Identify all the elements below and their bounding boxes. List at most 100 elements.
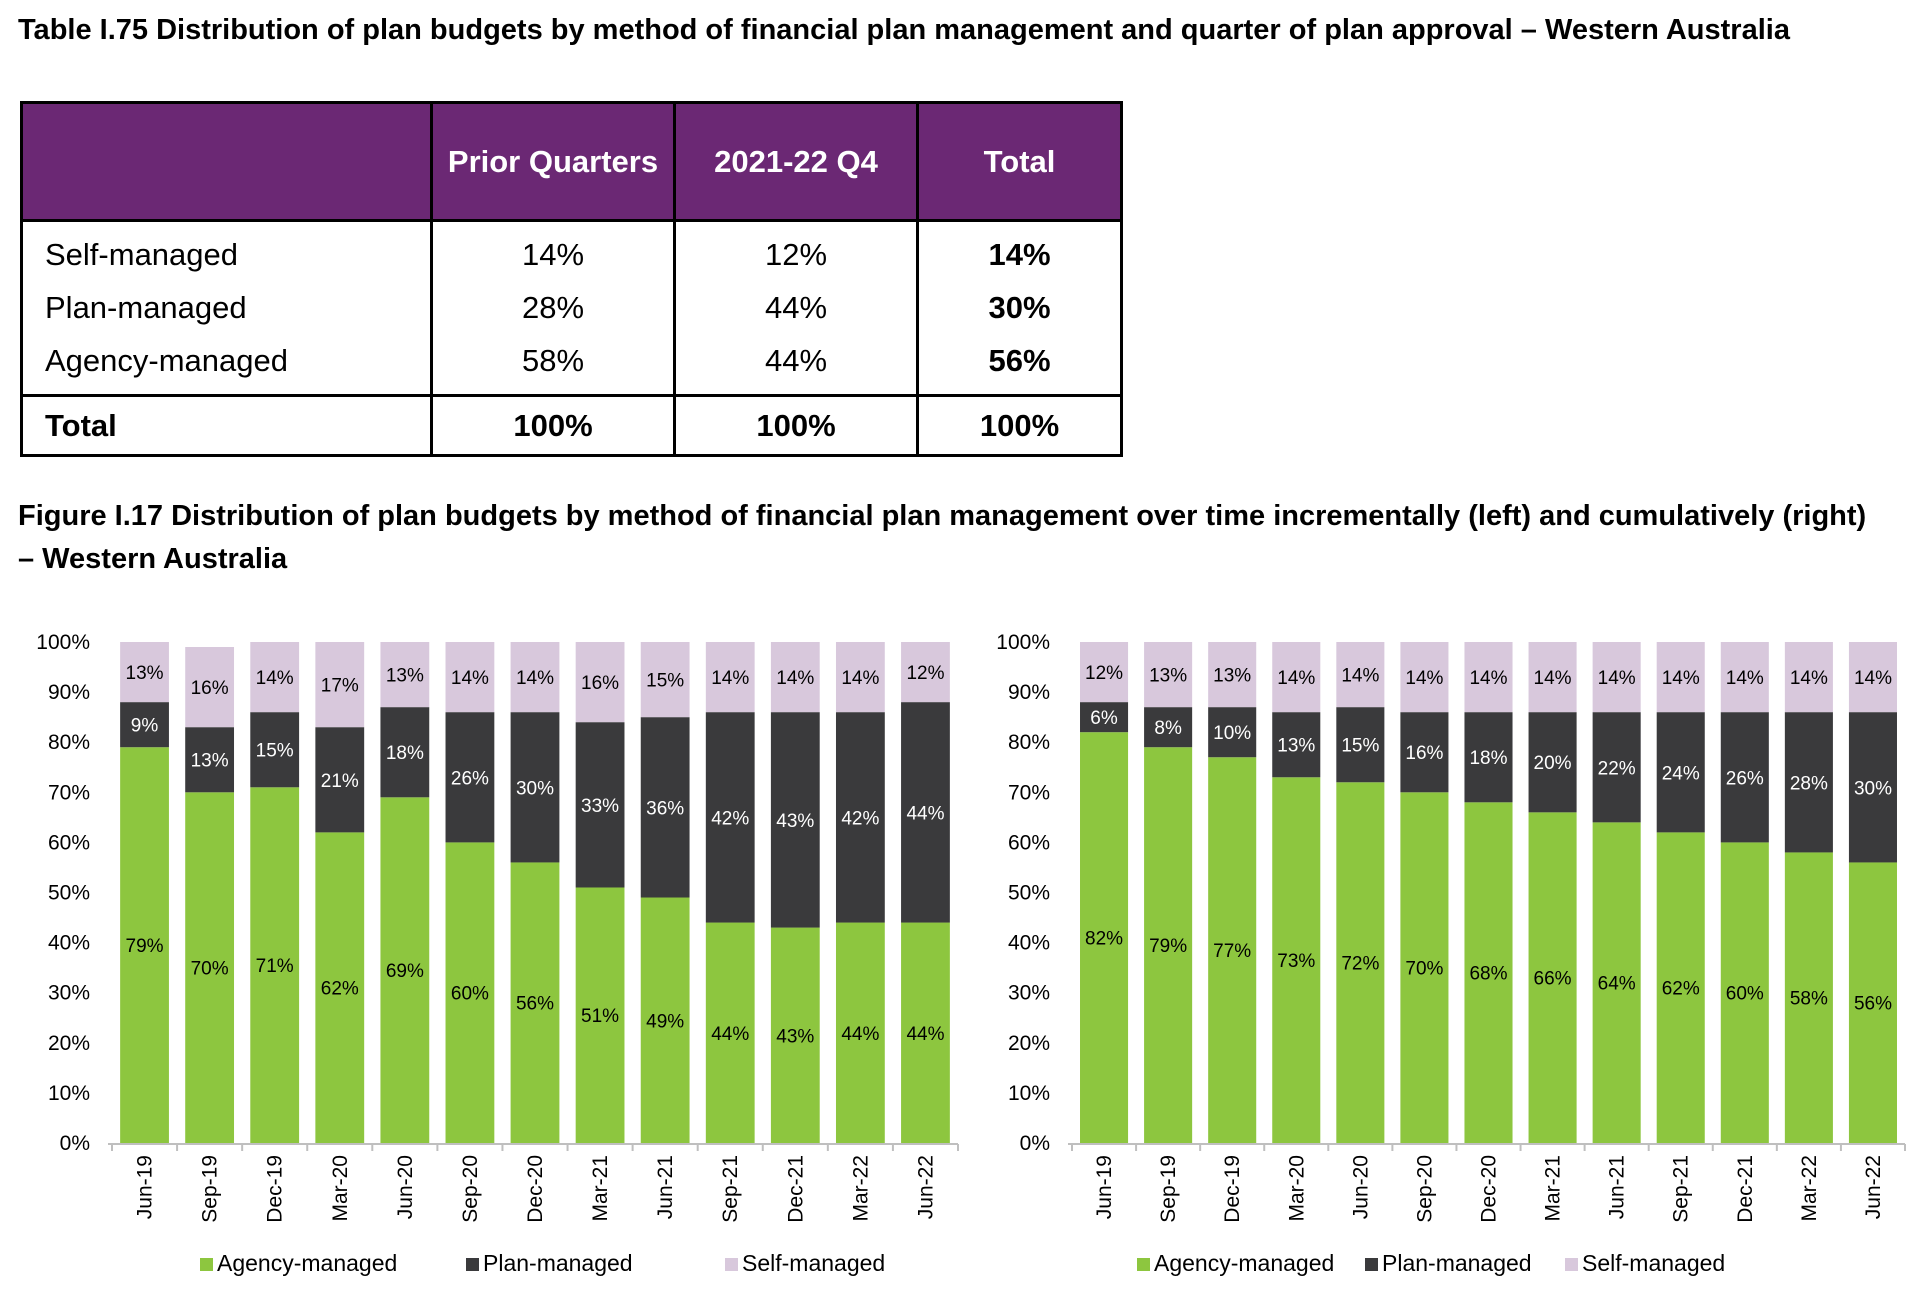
data-label: 24%	[1662, 763, 1700, 784]
header-total: Total	[916, 101, 1123, 222]
bar-segment-self-managed	[705, 642, 755, 713]
bar-segment-plan-managed	[575, 722, 625, 888]
data-label: 36%	[646, 798, 684, 819]
bar-segment-self-managed	[1208, 642, 1257, 708]
data-label: 18%	[1469, 748, 1507, 769]
bar-segment-self-managed	[1464, 642, 1513, 713]
bar-segment-self-managed	[1656, 642, 1705, 713]
bar-segment-agency-managed	[1656, 832, 1705, 1143]
bar-segment-plan-managed	[1272, 712, 1321, 778]
legend-swatch	[1365, 1258, 1378, 1271]
y-tick-label: 90%	[48, 681, 90, 704]
bar-segment-agency-managed	[120, 747, 169, 1143]
cell-prior: 28%	[430, 280, 676, 336]
data-label: 79%	[126, 936, 164, 957]
bar-segment-agency-managed	[1336, 782, 1385, 1143]
bar-segment-self-managed	[120, 642, 169, 703]
data-label: 28%	[1790, 773, 1828, 794]
data-label: 66%	[1534, 969, 1572, 990]
legend-label: Self-managed	[1582, 1250, 1725, 1276]
incremental-stacked-bar-chart: 0% 10% 20% 30% 40% 50% 60% 70% 80% 90% 100% 79% 9% 13…	[36, 631, 959, 1276]
bar-segment-self-managed	[640, 642, 690, 718]
data-label: 14%	[1598, 668, 1636, 689]
x-tick-label: Dec-19	[264, 1155, 287, 1223]
x-tick-label: Mar-22	[849, 1155, 872, 1222]
data-label: 69%	[386, 961, 424, 982]
bar-segment-self-managed	[510, 642, 560, 713]
legend-label: Plan-managed	[1382, 1250, 1532, 1276]
data-label: 14%	[1341, 666, 1379, 687]
table-row: Plan-managed 28% 44% 30%	[20, 280, 1123, 336]
bar-segment-plan-managed	[1336, 707, 1385, 783]
x-tick-label: Jun-20	[1349, 1155, 1372, 1219]
bar-segment-agency-managed	[770, 927, 820, 1143]
data-label: 18%	[386, 743, 424, 764]
bar-segment-self-managed	[1400, 642, 1449, 713]
x-tick-label: Jun-20	[394, 1155, 417, 1219]
bar-segment-self-managed	[1784, 642, 1833, 713]
y-tick-label: 80%	[48, 731, 90, 754]
bar-segment-agency-managed	[1208, 757, 1257, 1143]
data-label: 82%	[1085, 929, 1123, 950]
bar-segment-agency-managed	[185, 792, 235, 1143]
y-tick-label: 60%	[1008, 831, 1050, 854]
legend-label: Agency-managed	[1154, 1250, 1334, 1276]
bar-segment-plan-managed	[770, 712, 820, 928]
cell-total: 30%	[916, 280, 1123, 336]
x-tick-label: Jun-22	[1862, 1155, 1885, 1219]
table-row: Agency-managed 58% 44% 56%	[20, 336, 1123, 396]
table-total-row: Total 100% 100% 100%	[20, 394, 1123, 457]
bar-segment-agency-managed	[1400, 792, 1449, 1143]
header-prior-quarters: Prior Quarters	[430, 101, 676, 222]
bar-segment-plan-managed	[1720, 712, 1769, 843]
data-label: 21%	[321, 771, 359, 792]
y-tick-label: 70%	[1008, 781, 1050, 804]
data-label: 16%	[581, 673, 619, 694]
bar-segment-self-managed	[1528, 642, 1577, 713]
y-tick-label: 20%	[48, 1032, 90, 1055]
bar-segment-self-managed	[445, 642, 495, 713]
x-tick-label: Jun-21	[1606, 1155, 1629, 1219]
bar-segment-agency-managed	[1528, 812, 1577, 1143]
x-tick-label: Sep-21	[1670, 1155, 1693, 1223]
x-tick-label: Dec-19	[1221, 1155, 1244, 1223]
bar-segment-agency-managed	[835, 922, 885, 1143]
total-label: Total	[20, 394, 433, 457]
bar-segment-plan-managed	[185, 727, 235, 793]
bar-segment-plan-managed	[1208, 707, 1257, 758]
data-label: 56%	[516, 994, 554, 1015]
total-q4: 100%	[673, 394, 919, 457]
data-label: 14%	[451, 668, 489, 689]
x-tick-label: Jun-19	[134, 1155, 157, 1219]
bar-segment-plan-managed	[1784, 712, 1833, 853]
cell-total: 56%	[916, 336, 1123, 396]
data-label: 51%	[581, 1006, 619, 1027]
bar-segment-agency-managed	[1080, 732, 1129, 1143]
x-tick-label: Mar-21	[589, 1155, 612, 1222]
data-label: 42%	[711, 808, 749, 829]
cell-prior: 14%	[430, 220, 676, 280]
data-label: 20%	[1534, 753, 1572, 774]
bar-segment-plan-managed	[380, 707, 430, 798]
data-label: 13%	[1277, 736, 1315, 757]
data-label: 14%	[516, 668, 554, 689]
y-tick-label: 0%	[60, 1132, 90, 1155]
legend-swatch	[1137, 1258, 1150, 1271]
data-label: 58%	[1790, 989, 1828, 1010]
x-tick-label: Dec-20	[1478, 1155, 1501, 1223]
x-tick-label: Dec-21	[784, 1155, 807, 1223]
total-total: 100%	[916, 394, 1123, 457]
header-empty	[20, 101, 433, 222]
data-label: 60%	[1726, 984, 1764, 1005]
x-tick-label: Sep-19	[199, 1155, 222, 1223]
data-label: 64%	[1598, 974, 1636, 995]
bar-segment-plan-managed	[1464, 712, 1513, 803]
legend-label: Agency-managed	[217, 1250, 397, 1276]
data-label: 73%	[1277, 951, 1315, 972]
bar-segment-self-managed	[1592, 642, 1641, 713]
x-tick-label: Mar-22	[1798, 1155, 1821, 1222]
bar-segment-agency-managed	[1144, 747, 1193, 1143]
table-header-row: Prior Quarters 2021-22 Q4 Total	[20, 101, 1123, 222]
data-label: 26%	[1726, 768, 1764, 789]
bar-segment-agency-managed	[250, 787, 300, 1143]
